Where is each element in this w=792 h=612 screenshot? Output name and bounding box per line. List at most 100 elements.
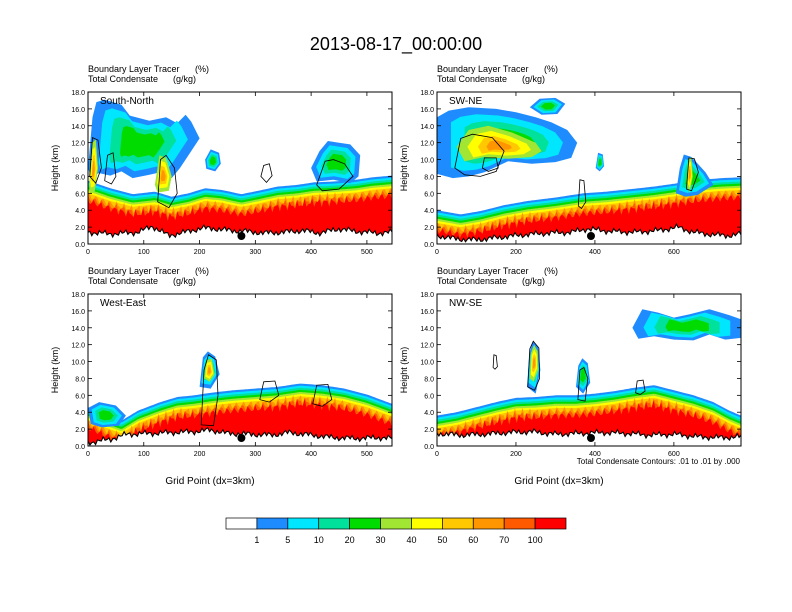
condensate-contour-4 <box>316 159 354 192</box>
x-tick-label: 400 <box>305 451 317 458</box>
x-tick-label: 600 <box>668 451 680 458</box>
x-tick-label: 500 <box>361 451 373 458</box>
condensate-contour-2 <box>686 157 699 192</box>
colorbar-swatch-10 <box>534 517 567 530</box>
colorbar-label: 30 <box>376 535 386 545</box>
plot-area <box>88 351 392 446</box>
y-tick-label: 12.0 <box>420 343 434 350</box>
y-tick-label: 12.0 <box>420 141 434 148</box>
subtitle-condensate: Total Condensate <box>88 276 158 286</box>
y-axis-label: Height (km) <box>50 347 60 394</box>
subtitle-condensate: Total Condensate <box>88 74 158 84</box>
y-tick-label: 10.0 <box>420 360 434 367</box>
y-tick-label: 0.0 <box>75 242 85 249</box>
y-tick-label: 16.0 <box>420 309 434 316</box>
tracer-core-0-layer-3 <box>532 357 536 369</box>
x-tick-label: 400 <box>589 249 601 256</box>
condensate-contour-1 <box>259 380 280 403</box>
colorbar-label: 5 <box>285 535 290 545</box>
subtitle-condensate-unit: (g/kg) <box>522 74 545 84</box>
condensate-contour-0 <box>200 354 219 427</box>
condensate-contour-1 <box>481 157 499 172</box>
y-tick-label: 16.0 <box>71 309 85 316</box>
tracer-blob-1-layer-3 <box>540 102 555 110</box>
panel-west-east: 0.0 2.0 4.0 6.0 8.0 10.0 12.0 14.0 16.0 18.0 0 100 2… <box>50 266 393 487</box>
panel-name: SW-NE <box>449 96 482 107</box>
condensate-contour-3 <box>260 163 273 184</box>
subtitle-condensate-unit: (g/kg) <box>522 276 545 286</box>
tracer-band-9 <box>88 194 392 244</box>
plot-area <box>437 309 741 446</box>
y-tick-label: 10.0 <box>71 158 85 165</box>
subtitle-tracer: Boundary Layer Tracer <box>437 64 529 74</box>
colorbar-label: 1 <box>254 535 259 545</box>
tracer-blob-2-layer-3 <box>326 153 347 171</box>
location-marker <box>586 232 595 240</box>
subtitle-condensate-unit: (g/kg) <box>173 276 196 286</box>
colorbar-swatch-5 <box>380 517 412 530</box>
plot-frame <box>436 91 742 245</box>
y-tick-label: 10.0 <box>71 360 85 367</box>
terrain-line <box>437 222 741 243</box>
y-tick-label: 0.0 <box>424 242 434 249</box>
condensate-contour-1 <box>104 152 117 185</box>
y-tick-label: 4.0 <box>424 410 434 417</box>
subtitle-condensate: Total Condensate <box>437 276 507 286</box>
y-tick-label: 8.0 <box>424 376 434 383</box>
x-axis-label: Grid Point (dx=3km) <box>165 476 254 487</box>
x-tick-label: 400 <box>305 249 317 256</box>
condensate-contour-2 <box>157 154 178 209</box>
colorbar-label: 50 <box>437 535 447 545</box>
colorbar-label: 10 <box>314 535 324 545</box>
y-tick-label: 16.0 <box>71 107 85 114</box>
y-tick-label: 8.0 <box>75 174 85 181</box>
condensate-contour-3 <box>635 379 646 395</box>
condensate-contour-0 <box>89 136 102 184</box>
y-tick-label: 0.0 <box>424 444 434 451</box>
colorbar-label: 100 <box>528 535 543 545</box>
tracer-core-1-layer-3 <box>688 169 691 180</box>
colorbar-label: 20 <box>345 535 355 545</box>
colorbar-swatch-6 <box>411 517 443 530</box>
tracer-core-1-layer-3 <box>160 170 166 182</box>
y-tick-label: 6.0 <box>75 393 85 400</box>
y-tick-label: 0.0 <box>75 444 85 451</box>
y-axis-label: Height (km) <box>399 145 409 192</box>
colorbar-swatch-4 <box>349 517 381 530</box>
colorbar-swatch-3 <box>318 517 350 530</box>
y-tick-label: 4.0 <box>75 410 85 417</box>
x-tick-label: 300 <box>249 249 261 256</box>
x-tick-label: 200 <box>510 249 522 256</box>
condensate-contour-0 <box>454 133 505 177</box>
tracer-blob-0-layer-3 <box>98 410 114 421</box>
contour-note: Total Condensate Contours: .01 to .01 by… <box>577 457 741 466</box>
y-tick-label: 12.0 <box>71 141 85 148</box>
tracer-core-0-layer-3 <box>207 367 211 374</box>
colorbar-swatch-9 <box>503 517 536 530</box>
colorbar-label: 60 <box>468 535 478 545</box>
x-axis-label: Grid Point (dx=3km) <box>514 476 603 487</box>
colorbar-label: 40 <box>406 535 416 545</box>
x-tick-label: 200 <box>194 249 206 256</box>
plot-area <box>437 97 741 244</box>
tracer-blob-0-layer-3 <box>665 319 709 332</box>
y-tick-label: 14.0 <box>420 124 434 131</box>
x-tick-label: 0 <box>435 249 439 256</box>
y-axis-label: Height (km) <box>50 145 60 192</box>
x-tick-label: 400 <box>589 451 601 458</box>
panel-nw-se: 0.0 2.0 4.0 6.0 8.0 10.0 12.0 14.0 16.0 18.0 0 200 4… <box>399 266 742 487</box>
figure-title: 2013-08-17_00:00:00 <box>310 34 482 55</box>
panel-name: NW-SE <box>449 298 482 309</box>
y-tick-label: 8.0 <box>424 174 434 181</box>
terrain-line <box>88 223 392 239</box>
y-tick-label: 8.0 <box>75 376 85 383</box>
y-tick-label: 18.0 <box>420 292 434 299</box>
x-tick-label: 200 <box>510 451 522 458</box>
subtitle-tracer-unit: (%) <box>544 266 558 276</box>
x-tick-label: 300 <box>249 451 261 458</box>
subtitle-tracer: Boundary Layer Tracer <box>88 266 180 276</box>
colorbar-swatch-7 <box>442 517 474 530</box>
condensate-contour-2 <box>577 366 589 402</box>
tracer-blob-0-layer-3 <box>120 126 165 158</box>
